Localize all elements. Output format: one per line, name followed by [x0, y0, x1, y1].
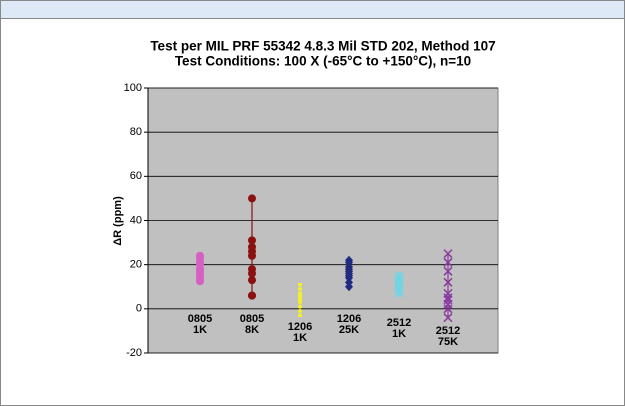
x-tick-label: 0805 — [240, 313, 264, 325]
point — [298, 287, 302, 291]
point — [248, 276, 256, 285]
chart-title: Test per MIL PRF 55342 4.8.3 Mil STD 202… — [150, 39, 495, 54]
x-tick-label: 2512 — [436, 325, 460, 337]
point — [298, 298, 302, 302]
y-tick-label: 40 — [130, 214, 142, 226]
x-tick-label: 1206 — [337, 313, 361, 325]
point — [443, 277, 453, 287]
x-tick-label: 8K — [245, 324, 259, 336]
point — [248, 236, 256, 245]
y-tick-label: 80 — [130, 126, 142, 138]
point — [443, 288, 453, 298]
x-tick-label: 1K — [392, 328, 406, 340]
point — [298, 300, 302, 304]
y-tick-label: 20 — [130, 259, 142, 271]
point — [298, 313, 302, 317]
point — [248, 265, 256, 274]
y-axis-label: ΔR (ppm) — [112, 196, 124, 246]
x-tick-label: 2512 — [387, 317, 411, 329]
point — [248, 194, 256, 203]
point — [443, 257, 453, 267]
x-tick-label: 1K — [293, 332, 307, 344]
point — [248, 291, 256, 300]
point — [443, 295, 453, 305]
x-tick-label: 25K — [339, 324, 359, 336]
point — [298, 309, 302, 313]
point — [298, 305, 302, 309]
point — [443, 313, 453, 323]
point — [443, 266, 453, 276]
point — [298, 296, 302, 300]
y-tick-label: 100 — [124, 82, 142, 94]
y-tick-label: -20 — [126, 347, 142, 359]
chart-subtitle: Test Conditions: 100 X (-65°C to +150°C)… — [175, 54, 471, 69]
point — [298, 294, 302, 298]
point — [345, 255, 353, 265]
y-tick-label: 60 — [130, 170, 142, 182]
x-tick-label: 0805 — [188, 313, 212, 325]
x-tick-label: 1206 — [288, 321, 312, 333]
point — [394, 271, 404, 281]
point — [298, 291, 302, 295]
header-bar — [0, 0, 625, 19]
x-tick-label: 1K — [193, 324, 207, 336]
point — [443, 249, 453, 259]
y-tick-label: 0 — [136, 303, 142, 315]
point — [196, 251, 204, 260]
point — [248, 243, 256, 251]
point — [298, 283, 302, 287]
x-tick-label: 75K — [438, 336, 458, 348]
